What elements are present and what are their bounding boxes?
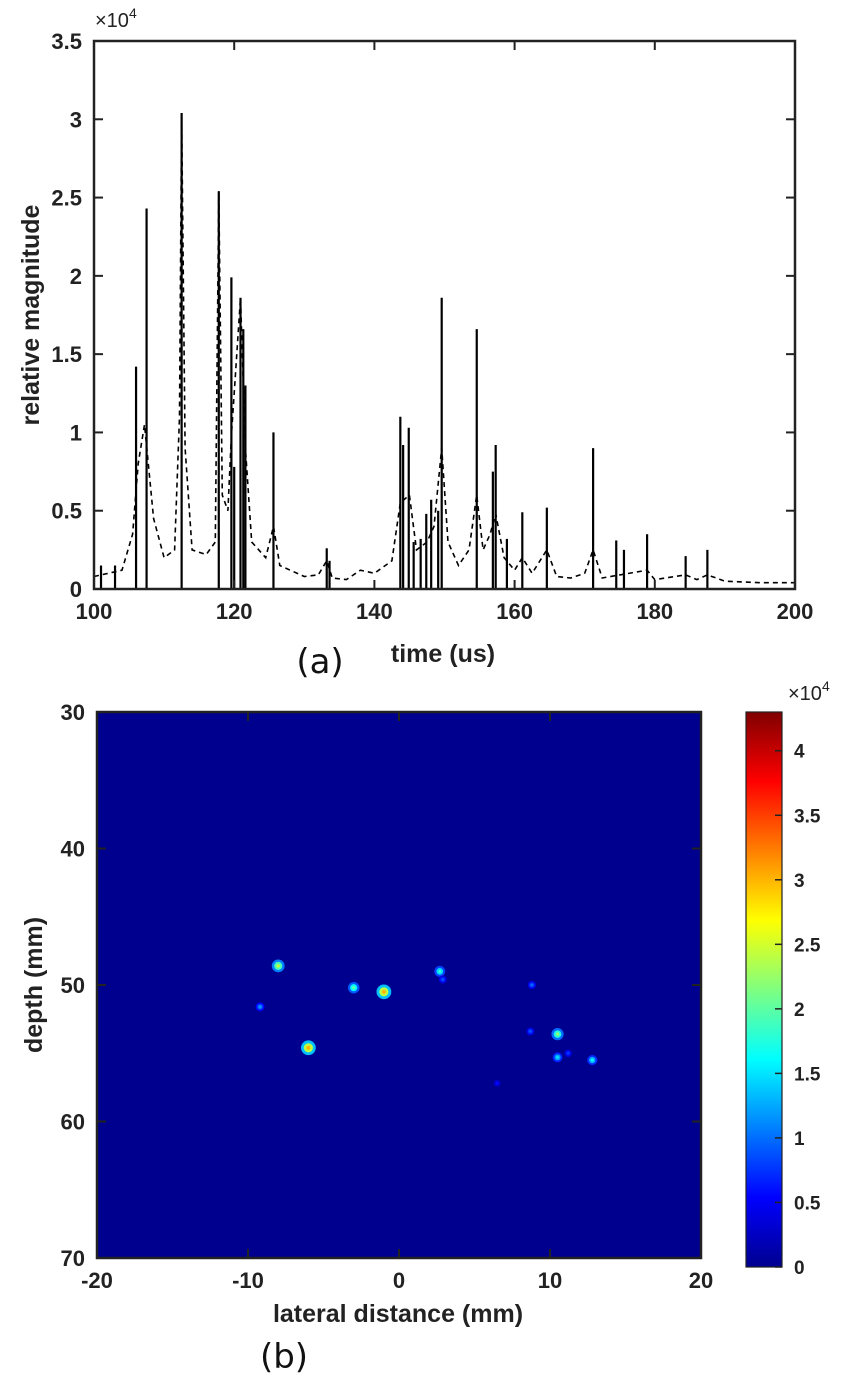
colorbar-tick-label: 0 [794,1258,805,1279]
a-y-tick-label: 1.5 [51,342,82,367]
b-y-tick-label: 60 [61,1110,85,1135]
colorbar-tick-label: 1.5 [794,1064,821,1085]
panel-a-plot-area [93,112,795,589]
colorbar-tick-label: 4 [794,742,805,763]
spot-peak-12 [590,1058,594,1062]
colorbar-tick-label: 0.5 [794,1193,821,1214]
spot-peak-13 [496,1082,499,1085]
panel-a-y-axis-label: relative magnitude [17,204,45,425]
a-x-tick-label: 140 [356,599,393,624]
a-y-tick-label: 1 [70,420,82,445]
panel-b-label: (b) [260,1337,308,1377]
spot-peak-5 [438,969,442,973]
a-y-tick-label: 0 [70,577,82,602]
spot-peak-4 [381,989,386,994]
colorbar-tick-label: 2 [794,1000,805,1021]
panel-b-x-axis-label: lateral distance (mm) [273,1300,523,1328]
b-x-tick-label: -20 [81,1268,113,1293]
panel-b-spots [255,959,598,1087]
a-y-tick-label: 3.5 [51,29,82,54]
spot-peak-3 [352,986,356,990]
panel-a-label: (a) [296,642,343,682]
a-x-tick-label: 100 [76,599,113,624]
panel-a-x-axis-label: time (us) [391,640,495,668]
a-y-tick-label: 0.5 [51,499,82,524]
colorbar-tick-label: 1 [794,1129,805,1150]
spot-peak-2 [306,1045,311,1050]
spot-peak-9 [555,1032,560,1036]
panel-a-y-exponent: ×104 [95,5,137,32]
b-x-tick-label: 10 [538,1268,562,1293]
colorbar-tick-label: 3 [794,871,805,892]
b-y-tick-label: 40 [61,837,85,862]
dashed-envelope-line [93,112,795,584]
spot-peak-10 [556,1055,559,1059]
a-y-tick-label: 3 [70,107,82,132]
a-x-tick-label: 200 [777,599,814,624]
b-y-tick-label: 30 [61,700,85,725]
colorbar [745,711,783,1268]
a-y-tick-label: 2.5 [51,186,82,211]
spot-peak-6 [441,978,444,981]
colorbar-tick-label: 2.5 [794,935,821,956]
spot-peak-11 [567,1052,570,1055]
panel-a-ticks: 100 120 140 160 180 200 0 0.5 1 1.5 2 2.5 3 3.5 [51,29,813,624]
panel-b-ticks: -20 -10 0 10 20 30 40 50 60 70 [61,700,714,1293]
panel-b-heatmap-background [97,712,701,1258]
spot-peak-7 [530,983,534,987]
colorbar-exponent: ×104 [788,678,830,705]
a-y-tick-label: 2 [70,264,82,289]
b-y-tick-label: 70 [61,1246,85,1271]
spot-peak-8 [529,1030,532,1033]
panel-a-axes-frame [92,39,797,591]
a-x-tick-label: 160 [496,599,533,624]
colorbar-tick-label: 3.5 [794,806,821,827]
b-y-tick-label: 50 [61,973,85,998]
colorbar-ticks: 0 0.5 1 1.5 2 2.5 3 3.5 4 [775,742,821,1279]
spot-peak-1 [258,1005,262,1009]
a-x-tick-label: 180 [636,599,673,624]
b-x-tick-label: 20 [689,1268,713,1293]
spot-peak-0 [276,964,280,968]
b-x-tick-label: 0 [393,1268,405,1293]
panel-b-y-axis-label: depth (mm) [20,917,48,1053]
a-x-tick-label: 120 [216,599,253,624]
b-x-tick-label: -10 [232,1268,264,1293]
